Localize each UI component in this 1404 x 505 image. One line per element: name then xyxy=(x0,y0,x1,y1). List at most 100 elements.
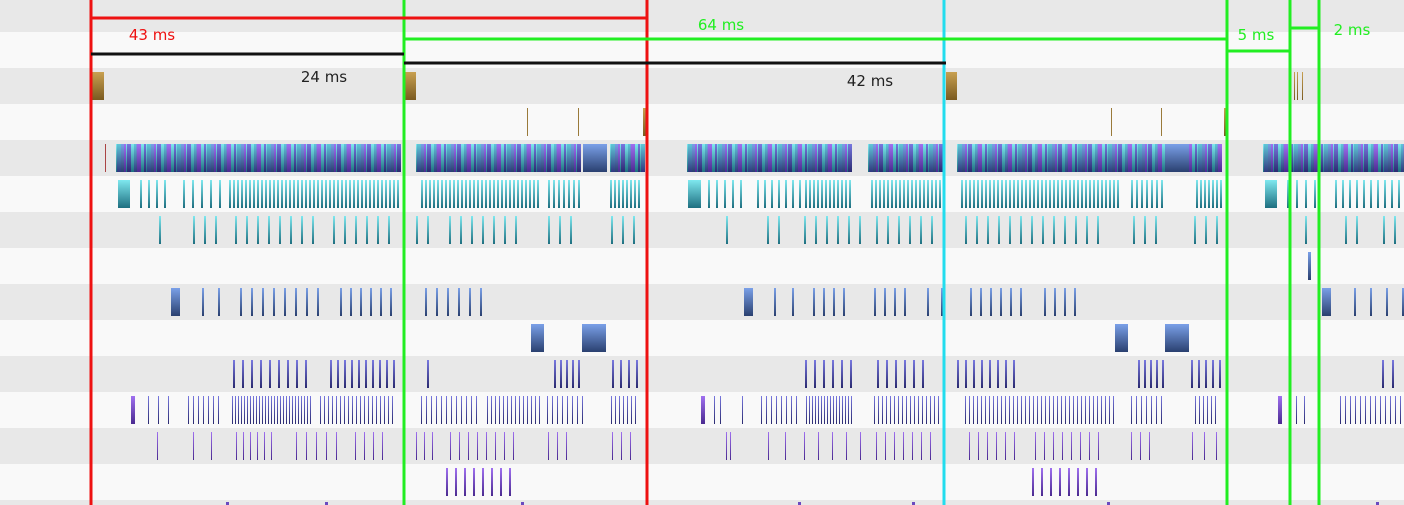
event-slice[interactable] xyxy=(765,144,767,172)
event-slice[interactable] xyxy=(536,144,537,172)
teal-event-tick[interactable] xyxy=(1101,180,1103,208)
violet-event-tick[interactable] xyxy=(495,432,496,460)
event-slice[interactable] xyxy=(899,144,903,172)
event-slice[interactable] xyxy=(1022,144,1025,172)
indigo-event-tick[interactable] xyxy=(1049,396,1050,424)
event-slice[interactable] xyxy=(577,144,581,172)
event-slice[interactable] xyxy=(394,144,396,172)
event-slice[interactable] xyxy=(1334,144,1338,172)
event-slice[interactable] xyxy=(997,144,998,172)
indigo-event-tick[interactable] xyxy=(1207,396,1208,424)
blue-event-tick[interactable] xyxy=(273,288,275,316)
indigo-event-tick[interactable] xyxy=(1065,396,1066,424)
teal-event-tick[interactable] xyxy=(361,180,363,208)
gold-event-block[interactable] xyxy=(946,72,957,100)
indigo-event-tick[interactable] xyxy=(344,360,346,388)
indigo-event-tick[interactable] xyxy=(560,360,562,388)
event-slice[interactable] xyxy=(354,144,356,172)
teal-event-tick[interactable] xyxy=(821,180,823,208)
indigo-event-tick[interactable] xyxy=(989,396,990,424)
teal-event-tick[interactable] xyxy=(429,180,431,208)
indigo-event-tick[interactable] xyxy=(578,360,580,388)
teal-event-tick[interactable] xyxy=(633,216,635,244)
teal-event-tick[interactable] xyxy=(622,216,624,244)
event-slice[interactable] xyxy=(284,144,286,172)
event-slice[interactable] xyxy=(732,144,735,172)
event-slice[interactable] xyxy=(356,144,357,172)
indigo-event-tick[interactable] xyxy=(1081,396,1082,424)
event-slice[interactable] xyxy=(147,144,151,172)
indigo-event-tick[interactable] xyxy=(906,396,907,424)
teal-event-tick[interactable] xyxy=(268,216,270,244)
teal-event-tick[interactable] xyxy=(915,180,917,208)
indigo-event-tick[interactable] xyxy=(904,360,906,388)
event-block[interactable] xyxy=(583,144,607,172)
event-slice[interactable] xyxy=(434,144,436,172)
event-slice[interactable] xyxy=(484,144,486,172)
indigo-event-tick[interactable] xyxy=(830,396,831,424)
event-slice[interactable] xyxy=(847,144,848,172)
blue-event-block[interactable] xyxy=(171,288,180,316)
teal-event-tick[interactable] xyxy=(1146,180,1148,208)
event-tick[interactable] xyxy=(798,502,801,505)
track-row-track-11[interactable] xyxy=(0,356,1404,392)
indigo-event-tick[interactable] xyxy=(250,396,251,424)
teal-event-tick[interactable] xyxy=(355,216,357,244)
event-slice[interactable] xyxy=(1313,144,1314,172)
blue-event-tick[interactable] xyxy=(340,288,342,316)
indigo-event-tick[interactable] xyxy=(358,360,360,388)
indigo-event-tick[interactable] xyxy=(882,396,883,424)
teal-event-tick[interactable] xyxy=(989,180,991,208)
teal-event-tick[interactable] xyxy=(887,180,889,208)
teal-event-tick[interactable] xyxy=(977,180,979,208)
indigo-event-tick[interactable] xyxy=(631,396,632,424)
event-slice[interactable] xyxy=(1298,144,1301,172)
indigo-event-tick[interactable] xyxy=(1136,396,1137,424)
indigo-event-tick[interactable] xyxy=(842,396,843,424)
teal-event-tick[interactable] xyxy=(998,216,1000,244)
indigo-event-tick[interactable] xyxy=(268,396,269,424)
event-slice[interactable] xyxy=(211,144,214,172)
event-slice[interactable] xyxy=(134,144,136,172)
event-slice[interactable] xyxy=(808,144,812,172)
blue-event-block[interactable] xyxy=(744,288,753,316)
blue-event-tick[interactable] xyxy=(1074,288,1076,316)
event-slice[interactable] xyxy=(444,144,446,172)
event-slice[interactable] xyxy=(1378,144,1381,172)
event-slice[interactable] xyxy=(327,144,331,172)
teal-event-tick[interactable] xyxy=(898,216,900,244)
teal-event-tick[interactable] xyxy=(973,180,975,208)
violet-event-tick[interactable] xyxy=(630,432,631,460)
event-slice[interactable] xyxy=(1037,144,1038,172)
event-slice[interactable] xyxy=(1291,144,1293,172)
event-slice[interactable] xyxy=(802,144,805,172)
event-slice[interactable] xyxy=(958,144,962,172)
event-slice[interactable] xyxy=(367,144,371,172)
teal-event-tick[interactable] xyxy=(622,180,624,208)
event-slice[interactable] xyxy=(567,144,571,172)
event-slice[interactable] xyxy=(346,144,347,172)
violet-event-block[interactable] xyxy=(131,396,135,424)
event-slice[interactable] xyxy=(1095,144,1097,172)
teal-event-tick[interactable] xyxy=(385,180,387,208)
blue-event-tick[interactable] xyxy=(202,288,204,316)
event-slice[interactable] xyxy=(547,144,551,172)
event-slice[interactable] xyxy=(487,144,491,172)
teal-event-tick[interactable] xyxy=(1020,216,1022,244)
event-slice[interactable] xyxy=(506,144,507,172)
teal-event-tick[interactable] xyxy=(164,180,166,208)
teal-event-tick[interactable] xyxy=(453,180,455,208)
violet-event-tick[interactable] xyxy=(557,432,558,460)
indigo-event-tick[interactable] xyxy=(886,396,887,424)
indigo-event-tick[interactable] xyxy=(1355,396,1356,424)
event-slice[interactable] xyxy=(967,144,968,172)
event-slice[interactable] xyxy=(1065,144,1067,172)
event-slice[interactable] xyxy=(621,144,625,172)
event-slice[interactable] xyxy=(1152,144,1155,172)
event-slice[interactable] xyxy=(177,144,181,172)
violet-event-tick[interactable] xyxy=(1062,432,1063,460)
event-slice[interactable] xyxy=(795,144,797,172)
indigo-event-tick[interactable] xyxy=(973,360,975,388)
event-slice[interactable] xyxy=(1304,144,1308,172)
violet-event-block[interactable] xyxy=(1278,396,1282,424)
